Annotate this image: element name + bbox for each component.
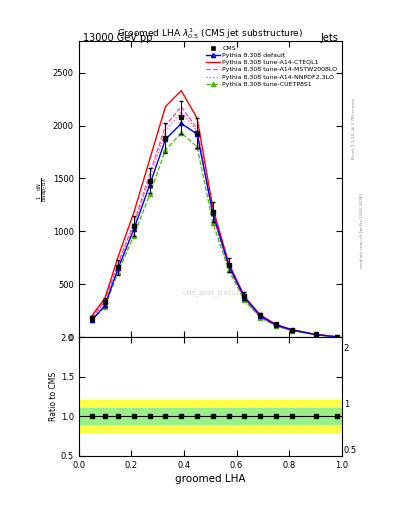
Title: Groomed LHA $\lambda^{1}_{0.5}$ (CMS jet substructure): Groomed LHA $\lambda^{1}_{0.5}$ (CMS jet… xyxy=(117,26,303,41)
Text: CMS_2021_I1920187: CMS_2021_I1920187 xyxy=(183,290,248,295)
Y-axis label: Ratio to CMS: Ratio to CMS xyxy=(49,372,58,421)
Text: Jets: Jets xyxy=(320,33,338,44)
Bar xyxy=(79,400,342,432)
Text: Rivet 3.1.10, ≥ 2.7M events: Rivet 3.1.10, ≥ 2.7M events xyxy=(352,97,356,159)
Text: 2: 2 xyxy=(344,344,349,353)
Bar xyxy=(79,408,342,424)
Legend: CMS, Pythia 8.308 default, Pythia 8.308 tune-A14-CTEQL1, Pythia 8.308 tune-A14-M: CMS, Pythia 8.308 default, Pythia 8.308 … xyxy=(205,44,339,88)
Text: 13000 GeV pp: 13000 GeV pp xyxy=(83,33,152,44)
Text: mcplots.cern.ch [arXiv:1306.3436]: mcplots.cern.ch [arXiv:1306.3436] xyxy=(360,193,364,268)
Y-axis label: $\frac{1}{\mathrm{d}N}\frac{\mathrm{d}N}{\mathrm{d}p_T\,\mathrm{d}\lambda}$: $\frac{1}{\mathrm{d}N}\frac{\mathrm{d}N}… xyxy=(36,177,51,202)
Text: 1: 1 xyxy=(344,400,349,409)
X-axis label: groomed LHA: groomed LHA xyxy=(175,474,246,484)
Text: 0.5: 0.5 xyxy=(344,446,357,455)
